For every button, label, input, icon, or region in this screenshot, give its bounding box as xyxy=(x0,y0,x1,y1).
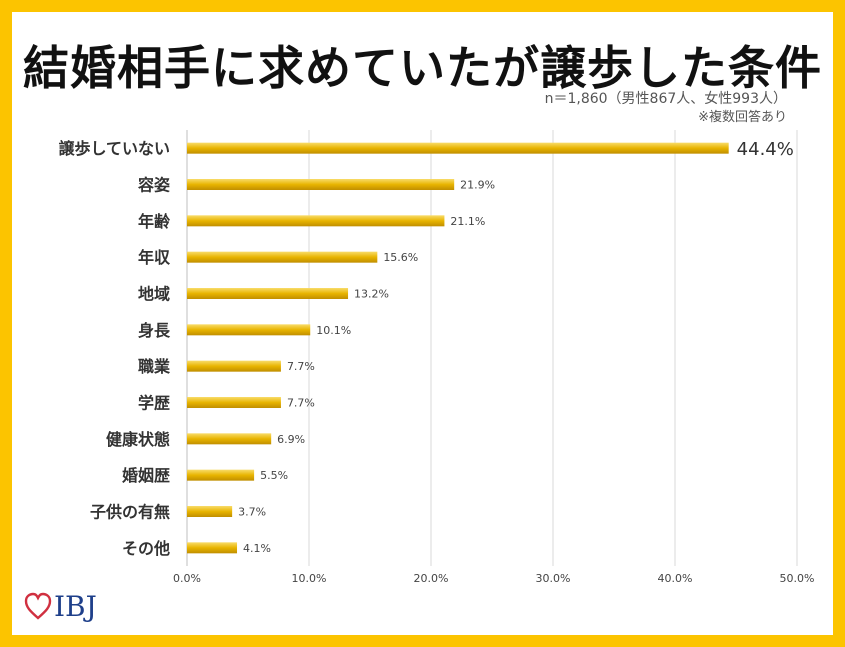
bar xyxy=(187,542,238,554)
chart-title: 結婚相手に求めていたが譲歩した条件 xyxy=(23,41,822,95)
category-label: その他 xyxy=(122,539,170,558)
value-label: 7.7% xyxy=(287,397,315,410)
x-tick-label: 30.0% xyxy=(536,572,571,585)
value-label: 3.7% xyxy=(238,506,266,519)
bar xyxy=(187,288,349,299)
category-label: 年齢 xyxy=(138,212,171,231)
category-label: 地域 xyxy=(138,285,170,304)
category-label: 学歴 xyxy=(138,394,170,413)
bar xyxy=(187,324,311,336)
category-label: 年収 xyxy=(138,248,171,267)
heart-icon xyxy=(24,592,52,620)
category-label: 婚姻歴 xyxy=(122,466,170,485)
bar xyxy=(187,469,255,481)
value-label: 5.5% xyxy=(260,469,288,482)
bar xyxy=(187,251,378,263)
category-label: 譲歩していない xyxy=(58,139,170,158)
bar xyxy=(187,142,729,154)
value-label: 10.1% xyxy=(316,324,351,337)
category-label: 容姿 xyxy=(137,176,170,195)
value-label: 6.9% xyxy=(277,433,305,446)
value-label: 44.4% xyxy=(737,139,794,160)
multiple-answer-note: ※複数回答あり xyxy=(698,110,787,125)
value-label: 15.6% xyxy=(383,251,418,264)
bar xyxy=(187,215,445,227)
value-label: 21.9% xyxy=(460,179,495,192)
x-tick-label: 40.0% xyxy=(658,572,693,585)
bar xyxy=(187,433,272,445)
ibj-logo: IBJ xyxy=(24,590,97,623)
category-label: 子供の有無 xyxy=(90,503,170,522)
bar xyxy=(187,397,281,408)
value-label: 13.2% xyxy=(354,288,389,301)
x-tick-label: 10.0% xyxy=(292,572,327,585)
category-label: 職業 xyxy=(138,357,171,376)
value-label: 21.1% xyxy=(450,215,485,228)
value-label: 7.7% xyxy=(287,360,315,373)
x-tick-label: 50.0% xyxy=(780,572,815,585)
sample-size-note: n＝1,860（男性867人、女性993人） xyxy=(544,91,787,107)
value-label: 4.1% xyxy=(243,542,271,555)
x-tick-label: 0.0% xyxy=(173,572,201,585)
bar xyxy=(187,179,455,190)
logo-text: IBJ xyxy=(54,590,97,623)
bar xyxy=(187,506,233,517)
category-label: 健康状態 xyxy=(106,430,170,449)
bar xyxy=(187,360,281,372)
x-tick-label: 20.0% xyxy=(414,572,449,585)
category-label: 身長 xyxy=(138,321,171,340)
